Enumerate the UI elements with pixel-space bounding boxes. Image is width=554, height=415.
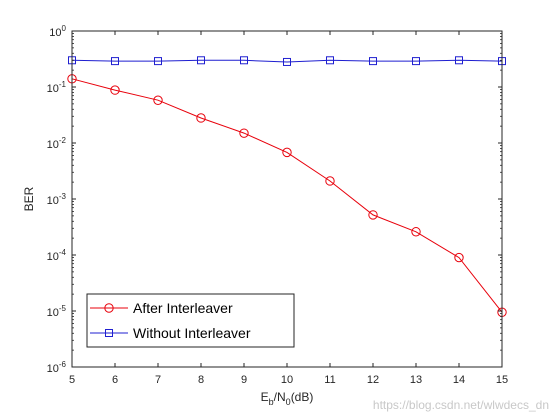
legend-marker-after — [104, 303, 114, 313]
x-tick-label: 14 — [453, 374, 465, 386]
x-axis: 5 6 7 8 9 10 11 12 13 14 15 — [69, 31, 508, 386]
data-point — [111, 57, 119, 66]
watermark: https://blog.csdn.net/wlwdecs_dn — [373, 398, 549, 412]
data-point — [283, 57, 291, 66]
legend-box — [86, 293, 295, 348]
x-tick-label: 9 — [241, 374, 247, 386]
y-tick-label: 10-1 — [47, 80, 67, 95]
data-point — [240, 56, 248, 65]
data-point — [196, 113, 206, 123]
x-tick-label: 6 — [112, 374, 118, 386]
y-tick-label: 100 — [49, 24, 66, 39]
y-axis-title: BER — [22, 186, 36, 211]
x-tick-label: 15 — [496, 374, 508, 386]
x-tick-label: 11 — [324, 374, 335, 386]
x-tick-label: 13 — [410, 374, 422, 386]
data-point — [369, 57, 377, 66]
data-point — [411, 227, 421, 237]
data-point — [282, 147, 292, 158]
legend-label-after: After Interleaver — [133, 300, 233, 316]
x-tick-label: 5 — [69, 374, 75, 386]
data-point — [412, 57, 420, 66]
legend-marker-without — [105, 329, 113, 337]
series-line-0 — [71, 78, 503, 313]
y-tick-label: 10-3 — [47, 192, 67, 207]
data-point — [239, 128, 249, 138]
x-tick-label: 10 — [281, 374, 293, 386]
x-tick-label: 12 — [367, 374, 379, 386]
y-tick-label: 10-2 — [47, 136, 67, 151]
x-tick-label: 7 — [155, 374, 161, 386]
data-point — [368, 210, 378, 220]
data-point — [455, 56, 463, 65]
y-tick-label: 10-6 — [47, 360, 67, 375]
series-line-1 — [71, 59, 503, 63]
data-point — [110, 85, 120, 95]
x-axis-title: Eb/N0(dB) — [261, 390, 314, 407]
x-tick-label: 8 — [198, 374, 204, 386]
y-tick-label: 10-4 — [47, 248, 67, 263]
legend: After Interleaver Without Interleaver — [86, 293, 295, 348]
y-axis: 10-6 10-5 10-4 10-3 10-2 10-1 100 — [47, 24, 502, 375]
legend-label-without: Without Interleaver — [133, 325, 251, 341]
data-point — [153, 95, 163, 105]
data-point — [454, 252, 464, 263]
y-tick-label: 10-5 — [47, 304, 67, 319]
data-point — [154, 57, 162, 66]
data-point — [197, 56, 205, 65]
data-point — [326, 56, 334, 65]
data-point — [325, 176, 335, 186]
